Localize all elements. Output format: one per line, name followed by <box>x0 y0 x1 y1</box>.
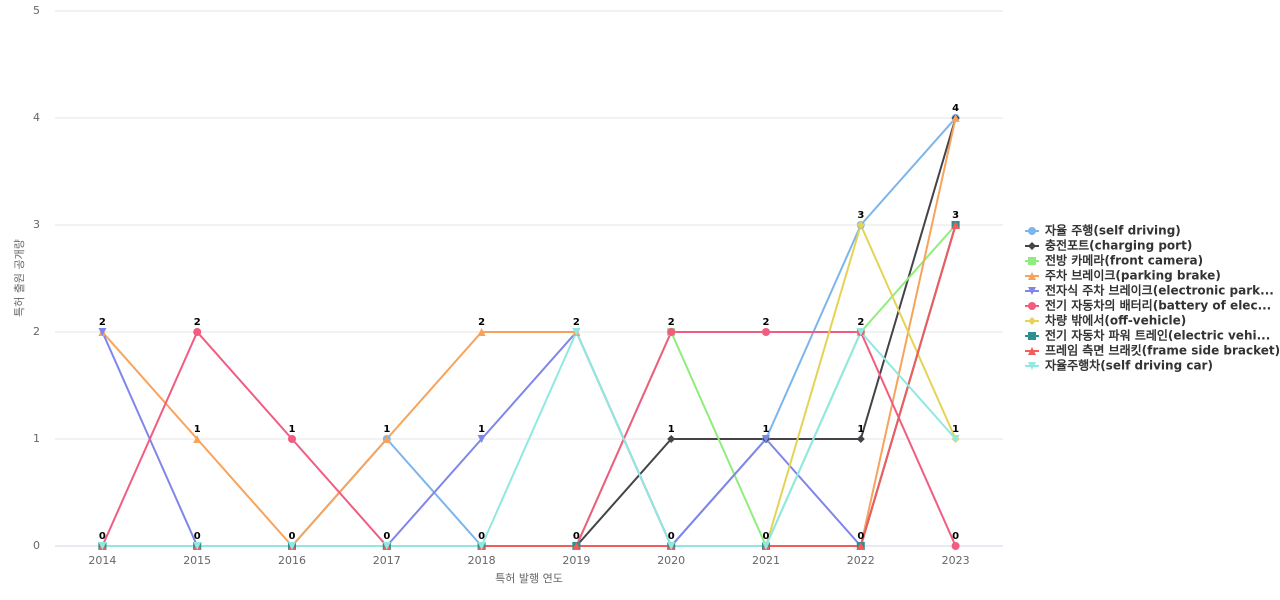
y-tick-label: 2 <box>33 325 40 338</box>
data-label: 1 <box>952 424 959 435</box>
legend-marker <box>1028 242 1036 250</box>
point <box>762 435 770 443</box>
point <box>762 542 770 550</box>
legend-label: 전자식 주차 브레이크(electronic park... <box>1045 283 1274 298</box>
data-label: 0 <box>857 531 864 542</box>
legend-label: 전기 자동차 파워 트레인(electric vehi... <box>1045 328 1270 343</box>
legend-marker <box>1028 317 1036 325</box>
point <box>477 435 486 443</box>
x-tick-label: 2016 <box>278 554 306 567</box>
point <box>951 221 960 229</box>
data-label: 4 <box>952 103 959 114</box>
data-label: 0 <box>573 531 580 542</box>
legend-marker <box>1028 362 1036 370</box>
point <box>288 435 296 443</box>
legend-label: 전방 카메라(front camera) <box>1045 253 1203 268</box>
x-tick-label: 2019 <box>562 554 590 567</box>
point <box>951 435 960 443</box>
y-tick-label: 4 <box>33 111 40 124</box>
y-tick-label: 3 <box>33 218 40 231</box>
x-tick-label: 2021 <box>752 554 780 567</box>
data-label: 0 <box>478 531 485 542</box>
legend-label: 전기 자동차의 배터리(battery of elec... <box>1045 298 1271 313</box>
data-label: 2 <box>573 317 580 328</box>
point <box>98 328 107 336</box>
y-tick-label: 1 <box>33 432 40 445</box>
data-label: 1 <box>194 424 201 435</box>
data-label: 1 <box>478 424 485 435</box>
data-label: 1 <box>857 424 864 435</box>
series-line <box>102 329 957 547</box>
x-tick-label: 2018 <box>468 554 496 567</box>
point <box>382 435 391 443</box>
data-label: 1 <box>289 424 296 435</box>
legend-marker <box>1028 272 1036 280</box>
data-label: 2 <box>668 317 675 328</box>
data-label: 3 <box>857 210 864 221</box>
data-label: 1 <box>383 424 390 435</box>
point <box>856 542 865 550</box>
point <box>193 328 202 336</box>
point <box>667 542 676 550</box>
data-label: 2 <box>99 317 106 328</box>
x-tick-label: 2020 <box>657 554 685 567</box>
legend-label: 자율 주행(self driving) <box>1045 223 1181 238</box>
data-label: 0 <box>289 531 296 542</box>
data-label: 0 <box>763 531 770 542</box>
y-axis-title: 특허 출원 공개량 <box>13 239 26 317</box>
legend-label: 충전포트(charging port) <box>1045 238 1192 253</box>
point <box>667 328 676 336</box>
x-tick-label: 2015 <box>183 554 211 567</box>
point <box>762 328 770 336</box>
legend-marker <box>1028 347 1036 355</box>
x-tick-label: 2022 <box>847 554 875 567</box>
legend-label: 차량 밖에서(off-vehicle) <box>1045 313 1186 328</box>
legend-marker <box>1028 302 1036 310</box>
data-label: 2 <box>194 317 201 328</box>
y-tick-label: 0 <box>33 539 40 552</box>
data-label: 1 <box>668 424 675 435</box>
data-label: 2 <box>763 317 770 328</box>
point <box>98 542 107 550</box>
series-line <box>101 224 957 549</box>
point <box>288 542 296 550</box>
point <box>951 542 960 550</box>
point <box>856 328 865 336</box>
data-label: 0 <box>194 531 201 542</box>
point <box>193 435 202 443</box>
x-tick-label: 2014 <box>88 554 116 567</box>
x-axis-title: 특허 발행 연도 <box>495 572 563 585</box>
y-tick-label: 5 <box>33 4 40 17</box>
point <box>477 328 486 336</box>
data-label: 2 <box>478 317 485 328</box>
legend-marker <box>1028 257 1036 265</box>
legend-label: 자율주행차(self driving car) <box>1045 358 1213 373</box>
legend-marker <box>1028 287 1036 295</box>
point <box>856 435 865 443</box>
data-label: 3 <box>952 210 959 221</box>
legend-marker <box>1028 227 1036 235</box>
data-label: 0 <box>668 531 675 542</box>
data-label: 2 <box>857 317 864 328</box>
legend-label: 프레임 측면 브래킷(frame side bracket) <box>1045 343 1280 358</box>
x-tick-label: 2023 <box>942 554 970 567</box>
data-label: 0 <box>383 531 390 542</box>
data-label: 0 <box>99 531 106 542</box>
point <box>667 435 676 443</box>
legend-label: 주차 브레이크(parking brake) <box>1045 268 1221 283</box>
legend-marker <box>1028 332 1036 340</box>
point <box>193 542 202 550</box>
point <box>572 542 581 550</box>
point <box>856 221 865 229</box>
point <box>572 328 581 336</box>
point <box>382 542 391 550</box>
point <box>477 542 486 550</box>
x-tick-label: 2017 <box>373 554 401 567</box>
point <box>951 114 960 122</box>
data-label: 1 <box>763 424 770 435</box>
data-label: 0 <box>952 531 959 542</box>
